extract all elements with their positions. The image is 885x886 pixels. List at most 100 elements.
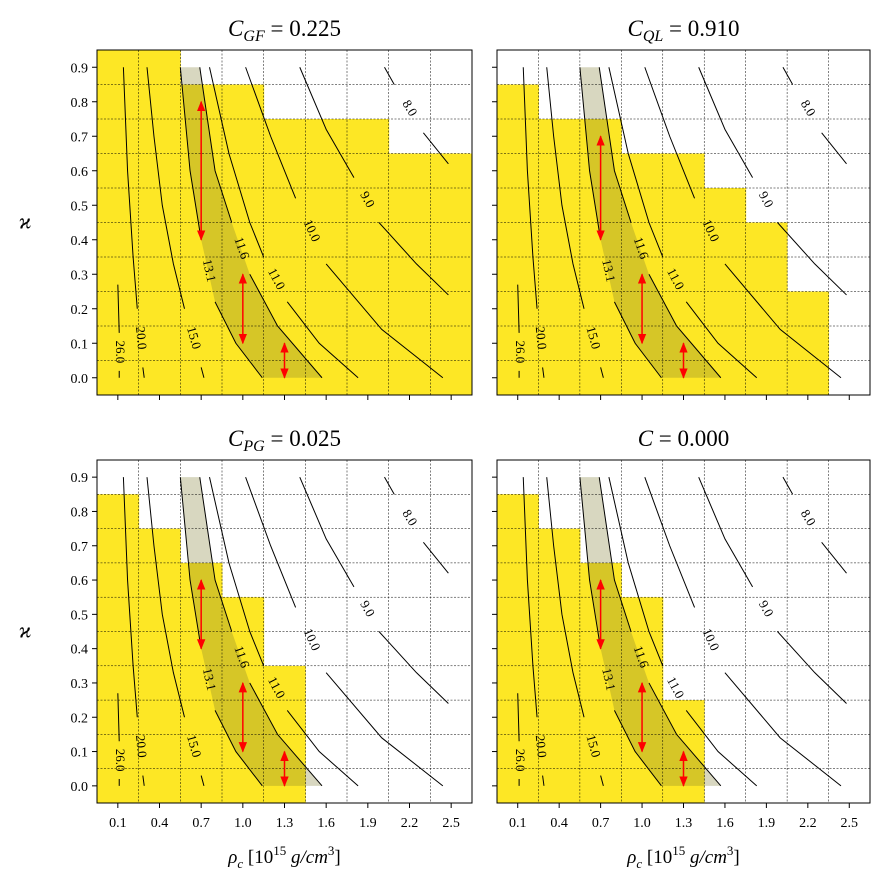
x-label-part: 15 <box>672 843 685 858</box>
y-tick-label: 0.7 <box>71 130 89 145</box>
x-tick-label: 0.7 <box>192 816 210 831</box>
contour-line <box>122 477 145 786</box>
contour-line <box>146 477 205 786</box>
y-tick-label: 0.1 <box>71 746 89 761</box>
title-symbol: C <box>638 426 654 451</box>
x-label-part: [10 <box>642 847 672 868</box>
y-tick-label: 0.0 <box>71 780 89 795</box>
title-value: = 0.025 <box>265 426 341 451</box>
contour-line <box>199 477 323 787</box>
contour-label: 11.6 <box>631 644 653 670</box>
shaded-band <box>579 67 721 378</box>
x-label-part: g/cm <box>685 847 727 868</box>
x-tick-label: 1.6 <box>716 816 734 831</box>
y-tick-label: 0.4 <box>71 234 89 249</box>
contour-line <box>782 67 847 165</box>
contour-label: 11.6 <box>631 235 653 261</box>
y-tick-label: 0.9 <box>71 471 89 486</box>
x-tick-label: 1.6 <box>317 816 335 831</box>
chart-title: CQL = 0.910 <box>627 16 739 45</box>
y-tick-label: 0.3 <box>71 268 89 283</box>
y-tick-label: 0.6 <box>71 165 89 180</box>
allowed-region <box>430 153 472 395</box>
contour-label: 13.1 <box>599 258 619 283</box>
allowed-region <box>138 50 181 395</box>
contour-line <box>517 693 520 786</box>
contour-label: 9.0 <box>756 189 777 210</box>
contour-label: 26.0 <box>513 749 528 772</box>
title-value: = 0.000 <box>653 426 729 451</box>
contour-line <box>117 284 120 378</box>
y-tick-label: 0.2 <box>71 711 89 726</box>
contour-line <box>608 67 758 379</box>
x-label-part: ] <box>334 847 340 868</box>
contour-line <box>245 476 444 787</box>
title-value: = 0.225 <box>265 16 341 41</box>
contour-label: 13.1 <box>200 258 220 283</box>
x-tick-label: 1.3 <box>276 816 294 831</box>
contour-label: 13.1 <box>599 666 619 691</box>
contour-line <box>698 67 847 296</box>
contour-label: 20.0 <box>133 734 150 758</box>
x-label-part: [10 <box>243 847 273 868</box>
x-tick-label: 0.4 <box>151 816 169 831</box>
y-tick-label: 0.2 <box>71 303 89 318</box>
contour-line <box>299 476 449 704</box>
contour-label: 8.0 <box>399 507 420 529</box>
x-label-part: ] <box>733 847 739 868</box>
contour-line <box>522 477 545 786</box>
contour-label: 11.6 <box>231 644 253 670</box>
y-tick-label: 0.8 <box>71 505 89 520</box>
x-tick-label: 1.0 <box>633 816 651 831</box>
x-tick-label: 0.4 <box>550 816 568 831</box>
contour-line <box>122 67 145 378</box>
contour-label: 8.0 <box>798 507 819 529</box>
title-symbol: C <box>627 16 643 41</box>
contour-label: 15.0 <box>583 325 604 351</box>
chart-title: CGF = 0.225 <box>228 16 341 45</box>
x-label-part: ρ <box>626 847 636 868</box>
y-tick-label: 0.1 <box>71 337 89 352</box>
contour-label: 9.0 <box>357 189 378 210</box>
x-tick-label: 1.9 <box>359 816 377 831</box>
contour-label: 15.0 <box>583 733 604 759</box>
contour-line <box>209 477 359 787</box>
x-tick-label: 0.7 <box>592 816 610 831</box>
contour-label: 20.0 <box>533 734 550 758</box>
x-tick-label: 1.3 <box>675 816 693 831</box>
contour-label: 15.0 <box>184 733 205 759</box>
contour-label: 8.0 <box>399 97 420 119</box>
x-label-part: ρ <box>227 847 237 868</box>
contour-label: 13.1 <box>200 666 220 691</box>
contour-line <box>644 67 842 379</box>
x-tick-label: 2.5 <box>841 816 859 831</box>
allowed-region <box>538 528 581 803</box>
allowed-region <box>538 119 581 395</box>
contour-label: 9.0 <box>357 598 378 620</box>
contour-line <box>522 67 545 378</box>
title-subscript: GF <box>243 28 265 45</box>
y-tick-label: 0.3 <box>71 677 89 692</box>
x-label-part: g/cm <box>286 847 328 868</box>
x-tick-label: 0.1 <box>109 816 127 831</box>
plot-area: 26.020.0 15.013.111.611.010.09.08.0 <box>97 50 472 395</box>
allowed-region <box>138 528 181 803</box>
chart-title: CPG = 0.025 <box>228 426 341 455</box>
plot-area: 26.020.0 15.013.111.611.010.09.08.0 <box>497 50 870 395</box>
contour-label: 10.0 <box>700 626 723 653</box>
panel: 26.0 20.0 15.0 13.1 11.6 11.0 10.0 9.0 8.0 0.1 0.4… <box>492 426 871 871</box>
y-tick-label: 0.9 <box>71 61 89 76</box>
contour-line <box>598 67 722 379</box>
allowed-region <box>787 291 830 395</box>
contour-line <box>209 67 359 379</box>
x-label-part: c <box>636 856 642 871</box>
panel: 26.020.0 15.013.111.611.010.09.08.00.00.1… <box>19 16 473 400</box>
x-label-part: c <box>237 856 243 871</box>
contour-label: 26.0 <box>113 341 128 364</box>
contour-line <box>117 693 120 786</box>
title-symbol: C <box>228 16 244 41</box>
x-label-part: 3 <box>328 843 335 858</box>
contour-label: 11.6 <box>231 235 253 261</box>
x-tick-label: 1.9 <box>758 816 776 831</box>
